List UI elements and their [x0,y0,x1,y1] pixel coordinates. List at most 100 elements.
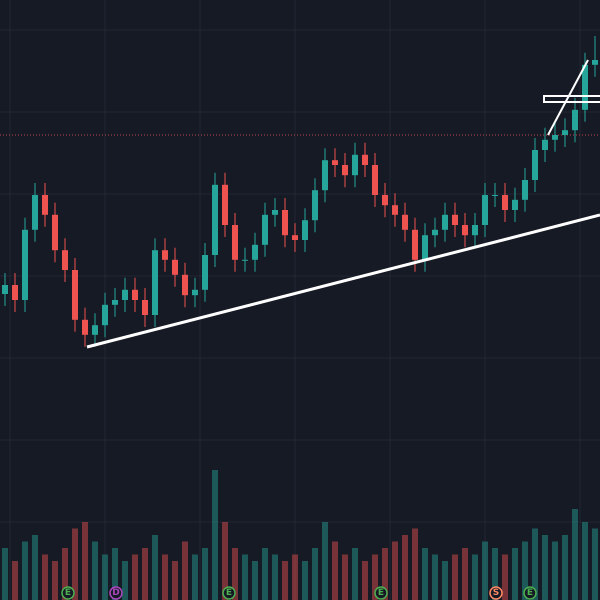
candle-body [212,184,218,255]
candle-body [82,319,88,335]
candle-body [192,289,198,296]
candle-body [522,180,528,200]
candle-body [162,250,168,260]
event-marker[interactable] [222,586,236,600]
candle-body [42,195,48,215]
candle-body [152,250,158,315]
candle-body [442,214,448,230]
event-marker[interactable] [523,586,537,600]
event-label: S [493,588,499,598]
candle-body [242,259,248,261]
volume-bar [82,522,88,600]
volume-bar [522,541,528,600]
candle-body [282,210,288,236]
volume-bar [452,554,458,600]
volume-bar [502,554,508,600]
candle-body [382,195,388,206]
volume-bar [592,528,598,600]
candle-body [552,135,558,140]
candle-body [12,285,18,300]
candle-body [62,250,68,270]
volume-bar [322,522,328,600]
event-label: E [226,588,232,598]
volume-bar [52,561,58,600]
volume-bar [32,535,38,600]
volume-bar [42,554,48,600]
candle-body [352,154,358,176]
volume-bar [362,561,368,600]
event-marker[interactable] [374,586,388,600]
candle-body [512,199,518,210]
volume-bar [392,541,398,600]
candle-body [232,225,238,260]
volume-bar [212,470,218,600]
volume-bar [22,541,28,600]
volume-bar [132,554,138,600]
volume-bar [92,541,98,600]
candle-body [52,214,58,251]
candle-body [182,274,188,296]
candle-body [302,220,308,240]
volume-bar [482,541,488,600]
candle-body [482,195,488,225]
candle-body [332,160,338,165]
volume-bar [342,554,348,600]
candle-body [492,195,498,196]
volume-bar [272,554,278,600]
volume-bar [262,548,268,600]
volume-bar [2,548,8,600]
candle-body [572,109,578,131]
candle-body [32,195,38,230]
trend-line [547,59,589,136]
volume-bar [312,548,318,600]
event-marker[interactable] [489,586,503,600]
volume-bar [542,535,548,600]
volume-bar [122,561,128,600]
candle-body [102,304,108,326]
volume-bar [562,535,568,600]
volume-bar [282,561,288,600]
volume-bar [462,548,468,600]
volume-bar [172,561,178,600]
candles [2,36,598,347]
volume-bar [472,554,478,600]
volume-bar [222,522,228,600]
volume-bar [402,535,408,600]
candle-body [452,214,458,225]
candle-body [262,214,268,245]
volume-bar [352,548,358,600]
candle-body [112,300,118,305]
volume-bar [202,548,208,600]
volume-bar [182,541,188,600]
volume-bar [582,522,588,600]
volume-bar [412,528,418,600]
volume-bar [152,535,158,600]
event-label: E [378,588,384,598]
volume-bar [382,548,388,600]
volume-bars [2,470,598,600]
volume-bar [422,548,428,600]
volume-bar [292,554,298,600]
candle-body [562,130,568,135]
event-label: E [65,588,71,598]
event-marker[interactable] [61,586,75,600]
volume-bar [512,548,518,600]
candle-body [132,289,138,300]
event-marker[interactable] [109,586,123,600]
candle-body [92,325,98,335]
candle-body [72,270,78,320]
event-label: D [112,588,119,598]
candle-body [532,150,538,180]
candle-body [22,229,28,300]
volume-bar [232,548,238,600]
candle-body [342,165,348,176]
candle-body [392,205,398,215]
candle-body [252,244,258,260]
event-label: E [527,588,533,598]
range-box [543,95,600,103]
candle-body [122,289,128,300]
candle-body [402,214,408,230]
